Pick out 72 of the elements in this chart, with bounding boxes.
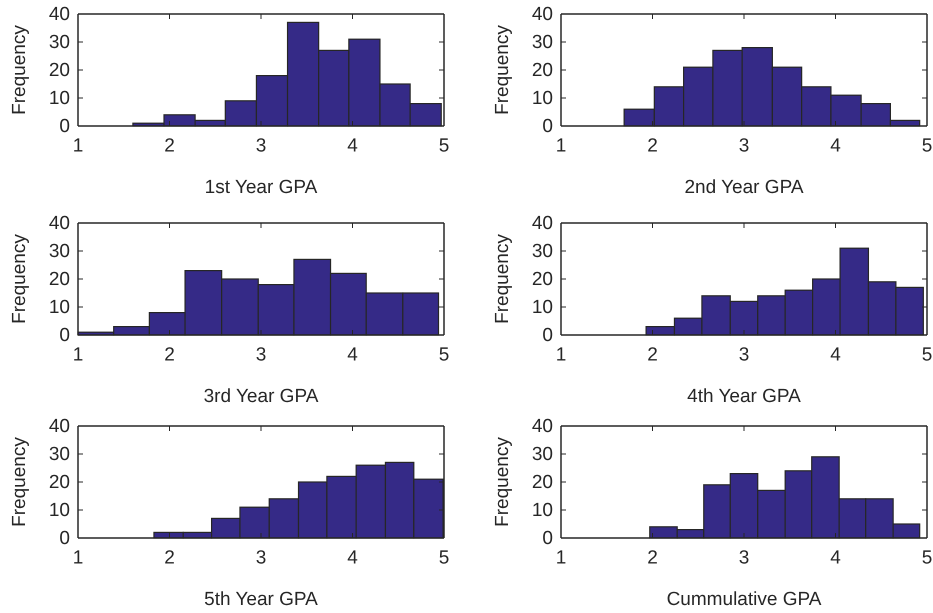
- y-tick-label: 10: [48, 297, 70, 318]
- x-tick-label: 2: [647, 547, 658, 568]
- x-tick-label: 3: [256, 344, 266, 366]
- y-tick-label: 0: [59, 116, 70, 138]
- y-axis-title: Frequency: [492, 436, 513, 527]
- x-tick-label: 5: [438, 135, 450, 156]
- y-tick-label: 0: [542, 116, 553, 138]
- y-tick-label: 0: [542, 325, 553, 346]
- y-tick-label: 20: [532, 269, 553, 290]
- x-tick-label: 1: [72, 547, 84, 568]
- y-tick-label: 30: [532, 444, 553, 466]
- x-tick-label: 2: [647, 344, 658, 366]
- x-tick-label: 4: [347, 135, 358, 156]
- y-axis-title: Frequency: [492, 234, 513, 324]
- y-tick-label: 30: [48, 32, 70, 54]
- x-tick-label: 2: [647, 135, 658, 156]
- y-tick-label: 20: [532, 472, 553, 494]
- y-tick-label: 0: [542, 528, 553, 550]
- y-tick-label: 40: [48, 416, 70, 438]
- y-tick-label: 0: [59, 528, 70, 550]
- y-tick-label: 10: [48, 88, 70, 110]
- x-tick-label: 2: [164, 135, 175, 156]
- x-axis-title: Cummulative GPA: [666, 589, 822, 610]
- x-axis-title: 3rd Year GPA: [204, 386, 319, 407]
- y-tick-label: 10: [48, 500, 70, 522]
- x-axis-title: 1st Year GPA: [204, 177, 318, 198]
- y-axis-title: Frequency: [9, 234, 30, 324]
- x-tick-label: 1: [72, 135, 84, 156]
- y-tick-label: 20: [48, 472, 70, 494]
- x-tick-label: 1: [556, 135, 566, 156]
- y-tick-label: 30: [532, 241, 553, 262]
- x-tick-label: 1: [556, 344, 566, 366]
- x-tick-label: 2: [164, 547, 175, 568]
- x-tick-label: 2: [164, 344, 175, 366]
- x-tick-label: 3: [738, 135, 750, 156]
- x-tick-label: 3: [738, 547, 750, 568]
- x-tick-label: 1: [72, 344, 84, 366]
- x-axis-title: 4th Year GPA: [687, 386, 802, 407]
- x-tick-label: 5: [922, 547, 932, 568]
- x-tick-label: 5: [922, 344, 932, 366]
- x-axis-title: 5th Year GPA: [204, 589, 318, 610]
- x-tick-label: 4: [830, 135, 842, 156]
- y-tick-label: 10: [532, 500, 553, 522]
- x-tick-label: 4: [830, 344, 842, 366]
- x-tick-label: 5: [438, 344, 450, 366]
- x-tick-label: 3: [738, 344, 750, 366]
- x-tick-label: 3: [256, 547, 266, 568]
- x-tick-label: 4: [347, 547, 358, 568]
- y-tick-label: 40: [532, 213, 553, 234]
- y-tick-label: 40: [532, 416, 553, 438]
- x-tick-label: 1: [556, 547, 566, 568]
- x-tick-label: 3: [256, 135, 266, 156]
- y-axis-title: Frequency: [9, 24, 30, 115]
- y-tick-label: 10: [532, 88, 553, 110]
- x-axis-title: 2nd Year GPA: [684, 177, 804, 198]
- y-tick-label: 20: [48, 60, 70, 82]
- y-tick-label: 30: [48, 444, 70, 466]
- y-tick-label: 0: [59, 325, 70, 346]
- y-tick-label: 40: [532, 4, 553, 26]
- y-axis-title: Frequency: [492, 24, 513, 115]
- y-tick-label: 10: [532, 297, 553, 318]
- y-tick-label: 20: [48, 269, 70, 290]
- y-tick-label: 40: [48, 213, 70, 234]
- x-tick-label: 4: [830, 547, 842, 568]
- x-tick-label: 5: [438, 547, 450, 568]
- y-tick-label: 20: [532, 60, 553, 82]
- x-tick-label: 5: [922, 135, 932, 156]
- y-tick-label: 30: [48, 241, 70, 262]
- y-tick-label: 30: [532, 32, 553, 54]
- x-tick-label: 4: [347, 344, 358, 366]
- y-tick-label: 40: [48, 4, 70, 26]
- y-axis-title: Frequency: [9, 436, 30, 527]
